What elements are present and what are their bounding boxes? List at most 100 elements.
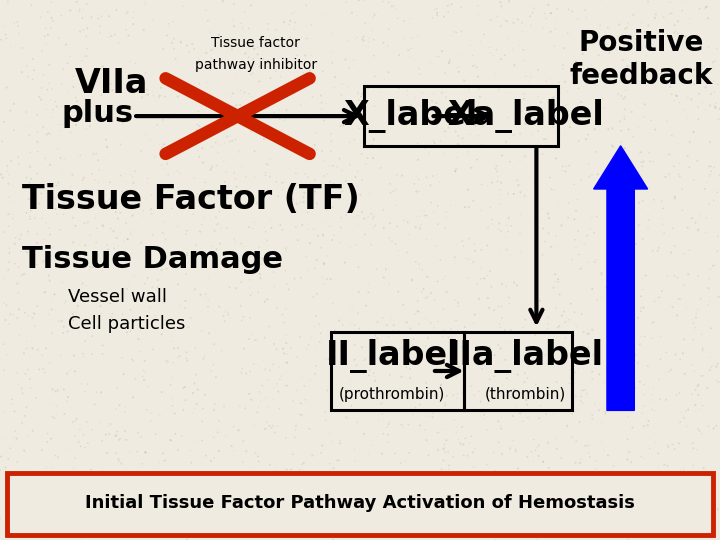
Point: [522, 387, 534, 396]
Point: [109, 476, 121, 485]
Point: [166, 395, 177, 403]
Point: [289, 145, 301, 154]
Point: [545, 9, 557, 17]
Point: [125, 171, 137, 179]
Point: [422, 273, 433, 281]
Point: [295, 500, 307, 508]
Point: [593, 51, 605, 59]
Point: [280, 246, 292, 255]
Point: [277, 345, 289, 353]
Point: [668, 162, 680, 171]
Point: [678, 481, 689, 490]
Point: [142, 274, 153, 282]
Point: [619, 93, 631, 102]
Point: [569, 59, 580, 68]
Point: [436, 355, 447, 363]
Point: [220, 42, 232, 50]
Point: [156, 266, 167, 274]
Point: [237, 364, 248, 373]
Point: [634, 149, 645, 158]
Point: [337, 396, 348, 405]
Point: [693, 90, 705, 98]
Point: [169, 430, 181, 438]
Point: [64, 445, 76, 454]
Point: [93, 156, 104, 165]
Point: [215, 43, 227, 51]
Point: [586, 213, 598, 222]
Point: [351, 11, 362, 20]
Point: [612, 90, 624, 99]
Point: [664, 367, 675, 376]
Point: [374, 527, 385, 536]
Bar: [364, 86, 558, 146]
Point: [34, 199, 45, 208]
Point: [706, 162, 717, 171]
Point: [497, 381, 508, 389]
Point: [453, 63, 464, 71]
Point: [243, 104, 255, 112]
Point: [223, 502, 235, 510]
Point: [690, 313, 702, 322]
Point: [345, 320, 356, 328]
Point: [32, 302, 43, 310]
Point: [586, 375, 598, 383]
Point: [180, 230, 192, 239]
Point: [562, 481, 574, 489]
Point: [591, 212, 603, 221]
Point: [312, 398, 323, 407]
Point: [387, 393, 399, 402]
Point: [369, 332, 381, 340]
Point: [310, 361, 322, 370]
Point: [277, 54, 289, 63]
Point: [567, 409, 578, 418]
Point: [63, 416, 75, 425]
Point: [369, 348, 380, 357]
Point: [416, 329, 428, 338]
Point: [269, 428, 281, 437]
Point: [428, 525, 439, 534]
Point: [561, 354, 572, 362]
Point: [614, 117, 626, 126]
Point: [451, 389, 463, 398]
Point: [565, 365, 577, 374]
Point: [428, 5, 440, 14]
Point: [631, 240, 642, 248]
Point: [157, 186, 168, 195]
Point: [575, 397, 587, 406]
Point: [639, 454, 650, 462]
Point: [380, 265, 392, 274]
Point: [366, 498, 378, 507]
Point: [476, 408, 487, 416]
Point: [234, 401, 246, 410]
Point: [4, 444, 16, 453]
Point: [578, 3, 590, 12]
Point: [240, 49, 251, 58]
Point: [376, 449, 387, 458]
Point: [102, 422, 114, 430]
Point: [406, 530, 418, 538]
Point: [132, 335, 144, 343]
Point: [63, 497, 74, 506]
Point: [114, 208, 126, 217]
Point: [606, 315, 617, 324]
Text: IIa_label: IIa_label: [448, 340, 603, 373]
Point: [119, 408, 130, 416]
Point: [539, 471, 550, 480]
Point: [651, 503, 662, 512]
Point: [1, 504, 13, 512]
Point: [665, 503, 676, 512]
Point: [500, 137, 512, 146]
Point: [614, 492, 626, 501]
Point: [669, 271, 680, 280]
Point: [583, 329, 595, 338]
Point: [492, 225, 504, 234]
Point: [467, 62, 479, 70]
Point: [541, 324, 553, 333]
Point: [220, 168, 232, 177]
Point: [122, 279, 134, 287]
Point: [121, 328, 132, 336]
Point: [183, 48, 194, 56]
Point: [532, 65, 544, 74]
Point: [102, 449, 113, 457]
Text: II_label: II_label: [325, 340, 459, 373]
